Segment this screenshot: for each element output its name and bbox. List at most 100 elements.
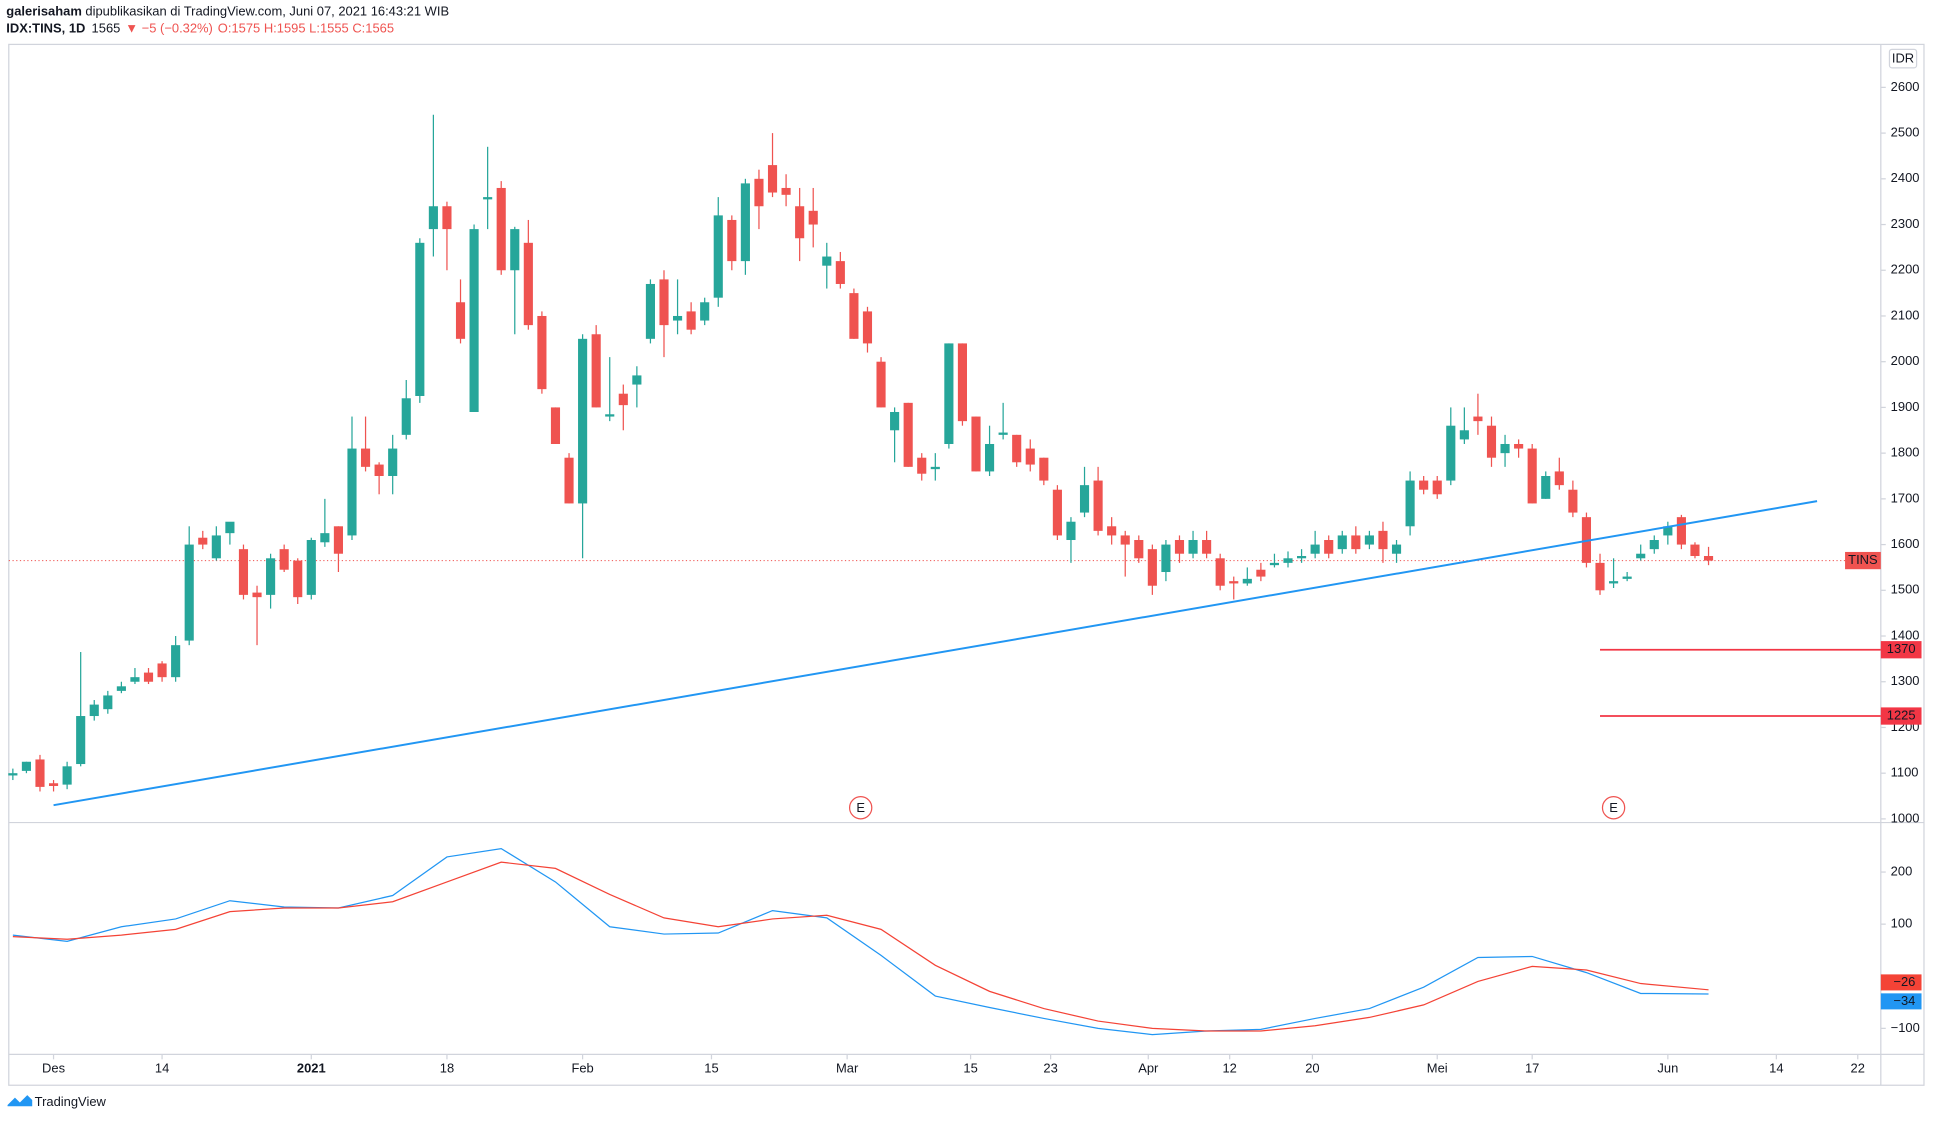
candle-body bbox=[1690, 544, 1700, 557]
currency-box bbox=[1888, 48, 1918, 69]
candle-body bbox=[578, 338, 588, 504]
candle-body bbox=[1215, 558, 1225, 586]
symbol-tag bbox=[1845, 551, 1881, 570]
candle-body bbox=[401, 398, 411, 435]
frame bbox=[8, 43, 1925, 1086]
symbol-tag-label: TINS bbox=[1848, 552, 1878, 567]
candle-body bbox=[1256, 569, 1266, 577]
candle-body bbox=[672, 315, 683, 321]
candle-body bbox=[333, 526, 343, 554]
candle-body bbox=[1622, 576, 1632, 579]
candle-body bbox=[1093, 480, 1103, 531]
logo-icon bbox=[7, 1095, 33, 1107]
candle-body bbox=[998, 432, 1008, 435]
candle-body bbox=[1025, 448, 1035, 465]
candle-body bbox=[103, 695, 113, 710]
candle-body bbox=[944, 343, 954, 444]
candle-body bbox=[1568, 489, 1578, 513]
candle-body bbox=[116, 686, 126, 691]
candle-body bbox=[632, 375, 642, 385]
x-tick-label: Feb bbox=[571, 1061, 593, 1076]
candle-body bbox=[89, 704, 99, 717]
candle-body bbox=[211, 535, 221, 559]
candle-body bbox=[1161, 544, 1171, 573]
x-tick-label: Mei bbox=[1427, 1061, 1448, 1076]
candle-body bbox=[1676, 517, 1686, 545]
symbol: IDX:TINS, 1D bbox=[6, 21, 85, 36]
candle-body bbox=[1079, 485, 1090, 513]
candle-body bbox=[659, 279, 669, 326]
logo bbox=[7, 1095, 33, 1107]
candle-body bbox=[1636, 553, 1646, 559]
candle-body bbox=[781, 187, 791, 195]
candle-body bbox=[713, 215, 723, 298]
x-tick-label: Apr bbox=[1138, 1061, 1159, 1076]
candle-body bbox=[130, 677, 140, 682]
x-tick-label: 22 bbox=[1851, 1061, 1865, 1076]
y-tick-label: 1800 bbox=[1891, 445, 1920, 460]
y-tick-label: 1100 bbox=[1891, 765, 1919, 780]
currency: IDR bbox=[1892, 51, 1914, 66]
y-tick-label: 2100 bbox=[1891, 307, 1920, 322]
earnings-marker bbox=[848, 796, 873, 820]
candle-body bbox=[1649, 540, 1659, 550]
candle-body bbox=[347, 448, 357, 536]
candle-body bbox=[266, 558, 276, 595]
candle-body bbox=[1147, 549, 1157, 586]
candle-body bbox=[1229, 581, 1239, 584]
candle-body bbox=[1066, 521, 1076, 541]
candle-body bbox=[496, 187, 506, 271]
y-tick-label: 2200 bbox=[1891, 262, 1920, 277]
ohlc-text: O:1575 H:1595 L:1555 C:1565 bbox=[218, 21, 394, 36]
published: dipublikasikan di TradingView.com, Juni … bbox=[82, 4, 449, 19]
candle-body bbox=[48, 783, 59, 786]
candle-body bbox=[1703, 556, 1714, 561]
candle-body bbox=[1202, 540, 1212, 554]
level-tag bbox=[1880, 641, 1922, 659]
candle-body bbox=[1432, 480, 1442, 495]
candle-body bbox=[510, 229, 520, 271]
candle-body bbox=[415, 242, 425, 396]
candle-body bbox=[428, 206, 438, 230]
x-tick-label: Jun bbox=[1657, 1061, 1678, 1076]
x-tick-label: 14 bbox=[1769, 1061, 1783, 1076]
candle-body bbox=[1419, 480, 1429, 490]
candle-body bbox=[754, 178, 764, 207]
candle-body bbox=[1324, 540, 1334, 554]
y-tick-label: 2600 bbox=[1891, 79, 1920, 94]
earnings-label: E bbox=[1609, 800, 1618, 815]
candle-body bbox=[1107, 526, 1117, 536]
candle-body bbox=[171, 645, 181, 678]
y-tick-label: 2500 bbox=[1891, 125, 1920, 140]
candle-body bbox=[564, 457, 574, 504]
x-tick-label: 15 bbox=[704, 1061, 718, 1076]
candle-body bbox=[1337, 535, 1347, 550]
author: galerisaham bbox=[6, 4, 82, 19]
brand: TradingView bbox=[35, 1094, 107, 1109]
candle-body bbox=[1310, 544, 1320, 554]
last-value-label: −34 bbox=[1893, 993, 1915, 1008]
x-tick-label: Mar bbox=[836, 1061, 859, 1076]
candle-body bbox=[1297, 556, 1307, 559]
candle-body bbox=[686, 311, 696, 330]
candle-body bbox=[62, 766, 72, 785]
candle-body bbox=[21, 761, 31, 771]
candle-body bbox=[320, 533, 330, 543]
y-tick-label: 1500 bbox=[1891, 582, 1920, 597]
candle-body bbox=[1554, 471, 1564, 486]
candle-body bbox=[767, 165, 778, 193]
indicator-line bbox=[12, 861, 1709, 1032]
candle-body bbox=[374, 464, 384, 476]
candle-body bbox=[957, 343, 967, 422]
trendline bbox=[53, 500, 1818, 807]
candle-body bbox=[1405, 480, 1415, 527]
candle-body bbox=[1595, 562, 1605, 591]
x-tick-label: 18 bbox=[440, 1061, 454, 1076]
last-value-tag bbox=[1880, 974, 1922, 991]
candle-body bbox=[1242, 578, 1252, 584]
candle-body bbox=[1541, 475, 1551, 499]
y-tick-label: 1300 bbox=[1891, 673, 1920, 688]
x-tick-label: 2021 bbox=[297, 1061, 326, 1076]
last-value-tag bbox=[1880, 993, 1922, 1010]
candle-body bbox=[442, 206, 452, 230]
